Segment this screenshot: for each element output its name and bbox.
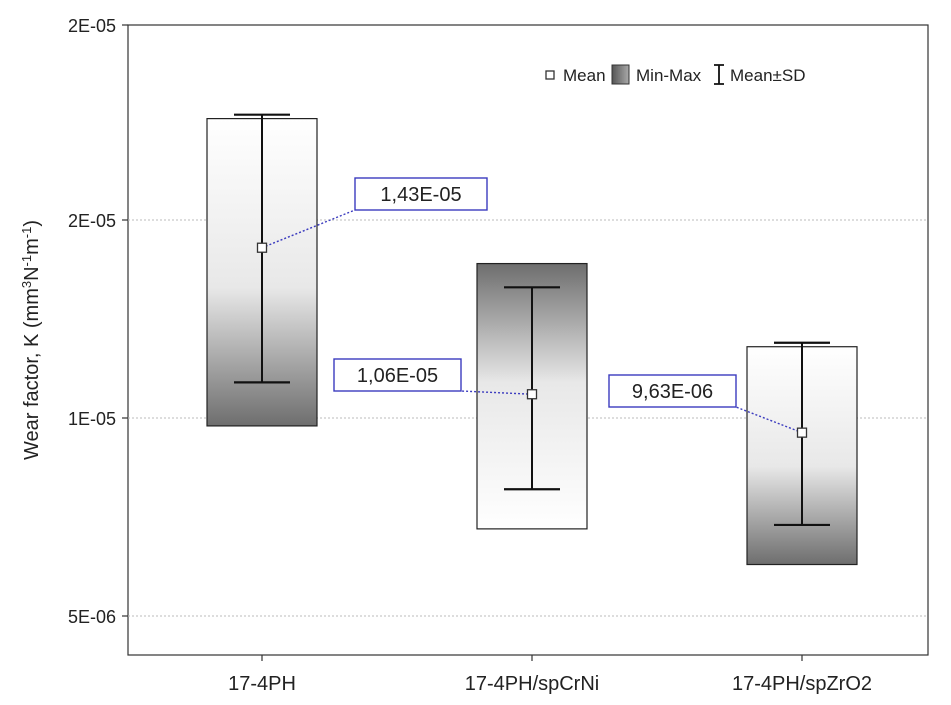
mean-annotation-box	[333, 358, 462, 392]
legend-sd-label: Mean±SD	[730, 66, 805, 85]
legend-mean-label: Mean	[563, 66, 606, 85]
legend-mean-marker	[545, 70, 555, 80]
legend: Mean Min-Max Mean±SD	[545, 64, 805, 85]
box-group: 1,43E-05	[206, 113, 488, 427]
x-category-label: 17-4PH/spZrO2	[732, 673, 872, 695]
mean-marker	[256, 242, 268, 253]
y-axis-title-end: )	[21, 220, 43, 227]
y-tick-label: 5E-06	[68, 607, 116, 627]
y-axis-title-sup3: -1	[19, 227, 34, 239]
x-axis-labels: 17-4PH 17-4PH/spCrNi 17-4PH/spZrO2	[228, 655, 872, 695]
mean-annotation-text: 1,43E-05	[380, 184, 461, 206]
mean-annotation-box	[354, 177, 488, 211]
box-group: 1,06E-05	[333, 262, 588, 530]
x-category-label: 17-4PH	[228, 673, 296, 695]
legend-sd-whisker-icon	[714, 64, 724, 85]
y-axis-title-mid1: N	[21, 266, 43, 280]
mean-marker	[526, 389, 538, 400]
y-axis-title-sup1: 3	[19, 281, 34, 288]
legend-minmax-label: Min-Max	[636, 66, 702, 85]
mean-annotation-box	[608, 374, 737, 408]
y-axis-title-mid2: m	[21, 238, 43, 255]
mean-marker	[796, 427, 808, 438]
legend-minmax-swatch	[611, 64, 630, 85]
annotation-leader	[261, 209, 356, 249]
y-tick-label: 2E-05	[68, 16, 116, 36]
mean-annotation-text: 9,63E-06	[632, 381, 713, 403]
x-category-label: 17-4PH/spCrNi	[465, 673, 599, 695]
y-tick-label: 1E-05	[68, 409, 116, 429]
y-tick-label: 2E-05	[68, 211, 116, 231]
mean-annotation-text: 1,06E-05	[357, 365, 438, 387]
y-axis-title: Wear factor, K (mm3N-1m-1)	[19, 220, 44, 460]
boxes: 1,43E-05 1,06E-05 9,63E-06	[206, 113, 858, 566]
y-axis-ticks: 5E-06 1E-05 2E-05 2E-05	[68, 16, 128, 627]
box-group: 9,63E-06	[608, 341, 858, 566]
y-axis-title-main: Wear factor, K (mm	[21, 288, 43, 460]
y-axis-title-sup2: -1	[19, 255, 34, 267]
